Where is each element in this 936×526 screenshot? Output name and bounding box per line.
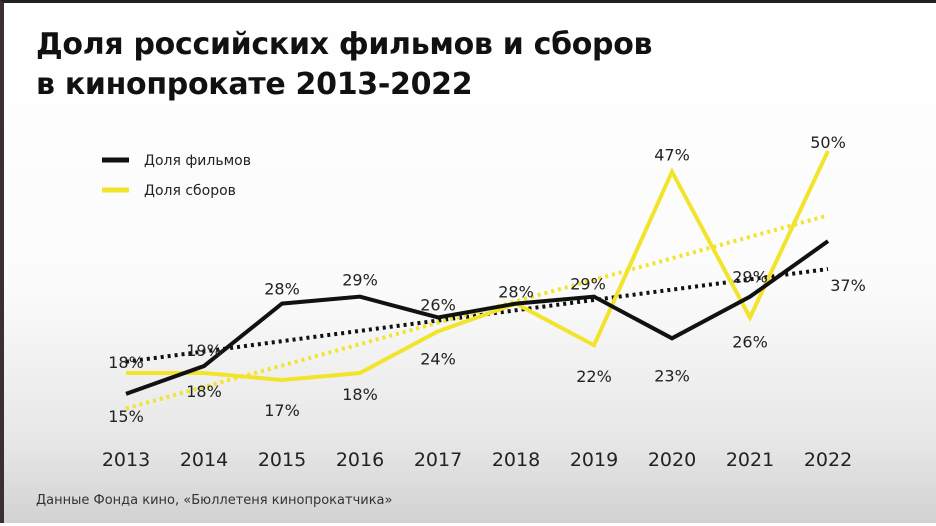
x-tick-label: 2018: [492, 449, 540, 471]
x-tick-label: 2022: [804, 449, 852, 471]
data-label: 47%: [654, 146, 690, 165]
data-label: 23%: [654, 366, 690, 385]
data-label: 19%: [186, 341, 222, 360]
x-tick-label: 2016: [336, 449, 384, 471]
source-note: Данные Фонда кино, «Бюллетеня кинопрокат…: [36, 493, 392, 508]
line-chart: 2013 2014 2015 2016 2017 2018 2019 2020 2021 2022…: [4, 3, 936, 526]
data-label: 29%: [732, 268, 768, 287]
data-label: 18%: [342, 385, 378, 404]
data-label: 26%: [732, 332, 768, 351]
data-label: 15%: [108, 407, 144, 426]
x-tick-label: 2014: [180, 449, 228, 471]
x-tick-label: 2021: [726, 449, 774, 471]
data-label: 22%: [576, 367, 612, 386]
data-label: 18%: [186, 382, 222, 401]
x-tick-label: 2015: [258, 449, 306, 471]
data-label: 18%: [108, 353, 144, 372]
legend-label: Доля сборов: [144, 183, 236, 199]
legend-label: Доля фильмов: [144, 153, 251, 169]
data-label: 50%: [810, 133, 846, 152]
data-label: 28%: [264, 280, 300, 299]
data-label: 26%: [420, 295, 456, 314]
data-label: 28%: [498, 283, 534, 302]
data-label: 17%: [264, 401, 300, 420]
x-tick-label: 2017: [414, 449, 462, 471]
data-label: 37%: [830, 276, 866, 295]
data-label: 29%: [570, 275, 606, 294]
x-tick-label: 2020: [648, 449, 696, 471]
x-tick-label: 2019: [570, 449, 618, 471]
data-label: 24%: [420, 349, 456, 368]
x-tick-label: 2013: [102, 449, 150, 471]
data-label: 29%: [342, 271, 378, 290]
